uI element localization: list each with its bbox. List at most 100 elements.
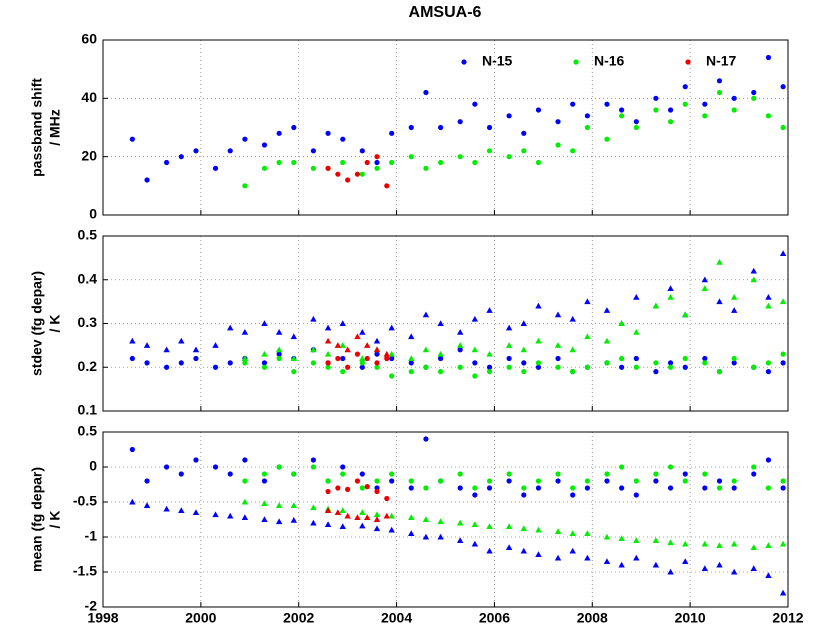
point (364, 342, 371, 348)
point (486, 485, 493, 491)
point (633, 554, 640, 561)
point (241, 329, 249, 335)
point (701, 285, 709, 292)
point (438, 355, 444, 362)
point (364, 355, 370, 362)
point (325, 488, 331, 495)
point (486, 369, 493, 375)
point (359, 485, 365, 491)
point (192, 346, 200, 353)
point (472, 101, 478, 107)
point (716, 485, 723, 491)
point (750, 267, 757, 274)
point (618, 535, 625, 541)
point (359, 148, 365, 154)
point (324, 350, 332, 357)
x-tick-label: 2012 (772, 610, 803, 626)
point (486, 350, 493, 357)
point (554, 311, 562, 318)
point (471, 540, 479, 547)
point (457, 364, 463, 370)
point (325, 478, 331, 484)
point (521, 130, 527, 136)
point (212, 342, 219, 348)
point (261, 478, 268, 484)
point (570, 148, 576, 154)
point (702, 355, 708, 362)
point (339, 507, 346, 513)
point (584, 113, 590, 119)
point (242, 457, 248, 463)
point (535, 337, 542, 344)
point (555, 355, 561, 362)
point (389, 130, 395, 136)
point (291, 124, 297, 131)
point (129, 355, 135, 362)
point (731, 360, 737, 366)
point (340, 464, 346, 470)
point (486, 478, 493, 484)
point (779, 250, 787, 257)
point (143, 502, 151, 509)
point (164, 364, 170, 370)
point (227, 324, 234, 331)
point (506, 471, 512, 477)
point (290, 517, 298, 523)
point (716, 89, 723, 96)
point (359, 509, 366, 516)
legend-label: N-15 (482, 53, 513, 69)
point (765, 542, 772, 548)
point (730, 540, 738, 547)
point (178, 507, 185, 513)
point (751, 464, 757, 470)
point (359, 329, 366, 335)
point (633, 492, 639, 498)
point (325, 130, 331, 136)
point (604, 136, 610, 142)
point (129, 337, 136, 344)
point (143, 342, 151, 348)
point (653, 369, 659, 375)
point (569, 346, 576, 353)
point (618, 561, 625, 568)
y-tick-label: 60 (81, 31, 97, 47)
point (192, 509, 200, 516)
point (129, 136, 135, 142)
point (354, 171, 361, 177)
y-tick-label: -2 (85, 598, 98, 614)
point (555, 478, 561, 484)
point (667, 364, 674, 370)
point (750, 276, 757, 283)
point (261, 320, 268, 327)
point (340, 159, 346, 166)
point (438, 124, 444, 131)
point (212, 511, 219, 518)
point (535, 364, 542, 370)
point (242, 360, 248, 366)
point (584, 364, 590, 370)
point (340, 355, 346, 362)
point (633, 355, 639, 362)
point (325, 165, 331, 171)
point (570, 369, 576, 375)
point (731, 355, 737, 362)
y-axis-label: mean (fg depar) (29, 467, 45, 572)
point (555, 364, 561, 370)
point (374, 478, 380, 484)
point (701, 276, 709, 283)
plot-frame (102, 431, 789, 608)
point (354, 351, 361, 357)
point (573, 59, 579, 65)
point (384, 495, 390, 502)
point (423, 436, 429, 442)
point (408, 478, 414, 484)
point (730, 307, 738, 313)
point (310, 315, 317, 322)
point (290, 355, 298, 362)
point (129, 498, 136, 505)
point (535, 107, 542, 113)
point (633, 294, 640, 300)
point (653, 478, 659, 484)
point (619, 107, 625, 113)
point (682, 311, 689, 318)
